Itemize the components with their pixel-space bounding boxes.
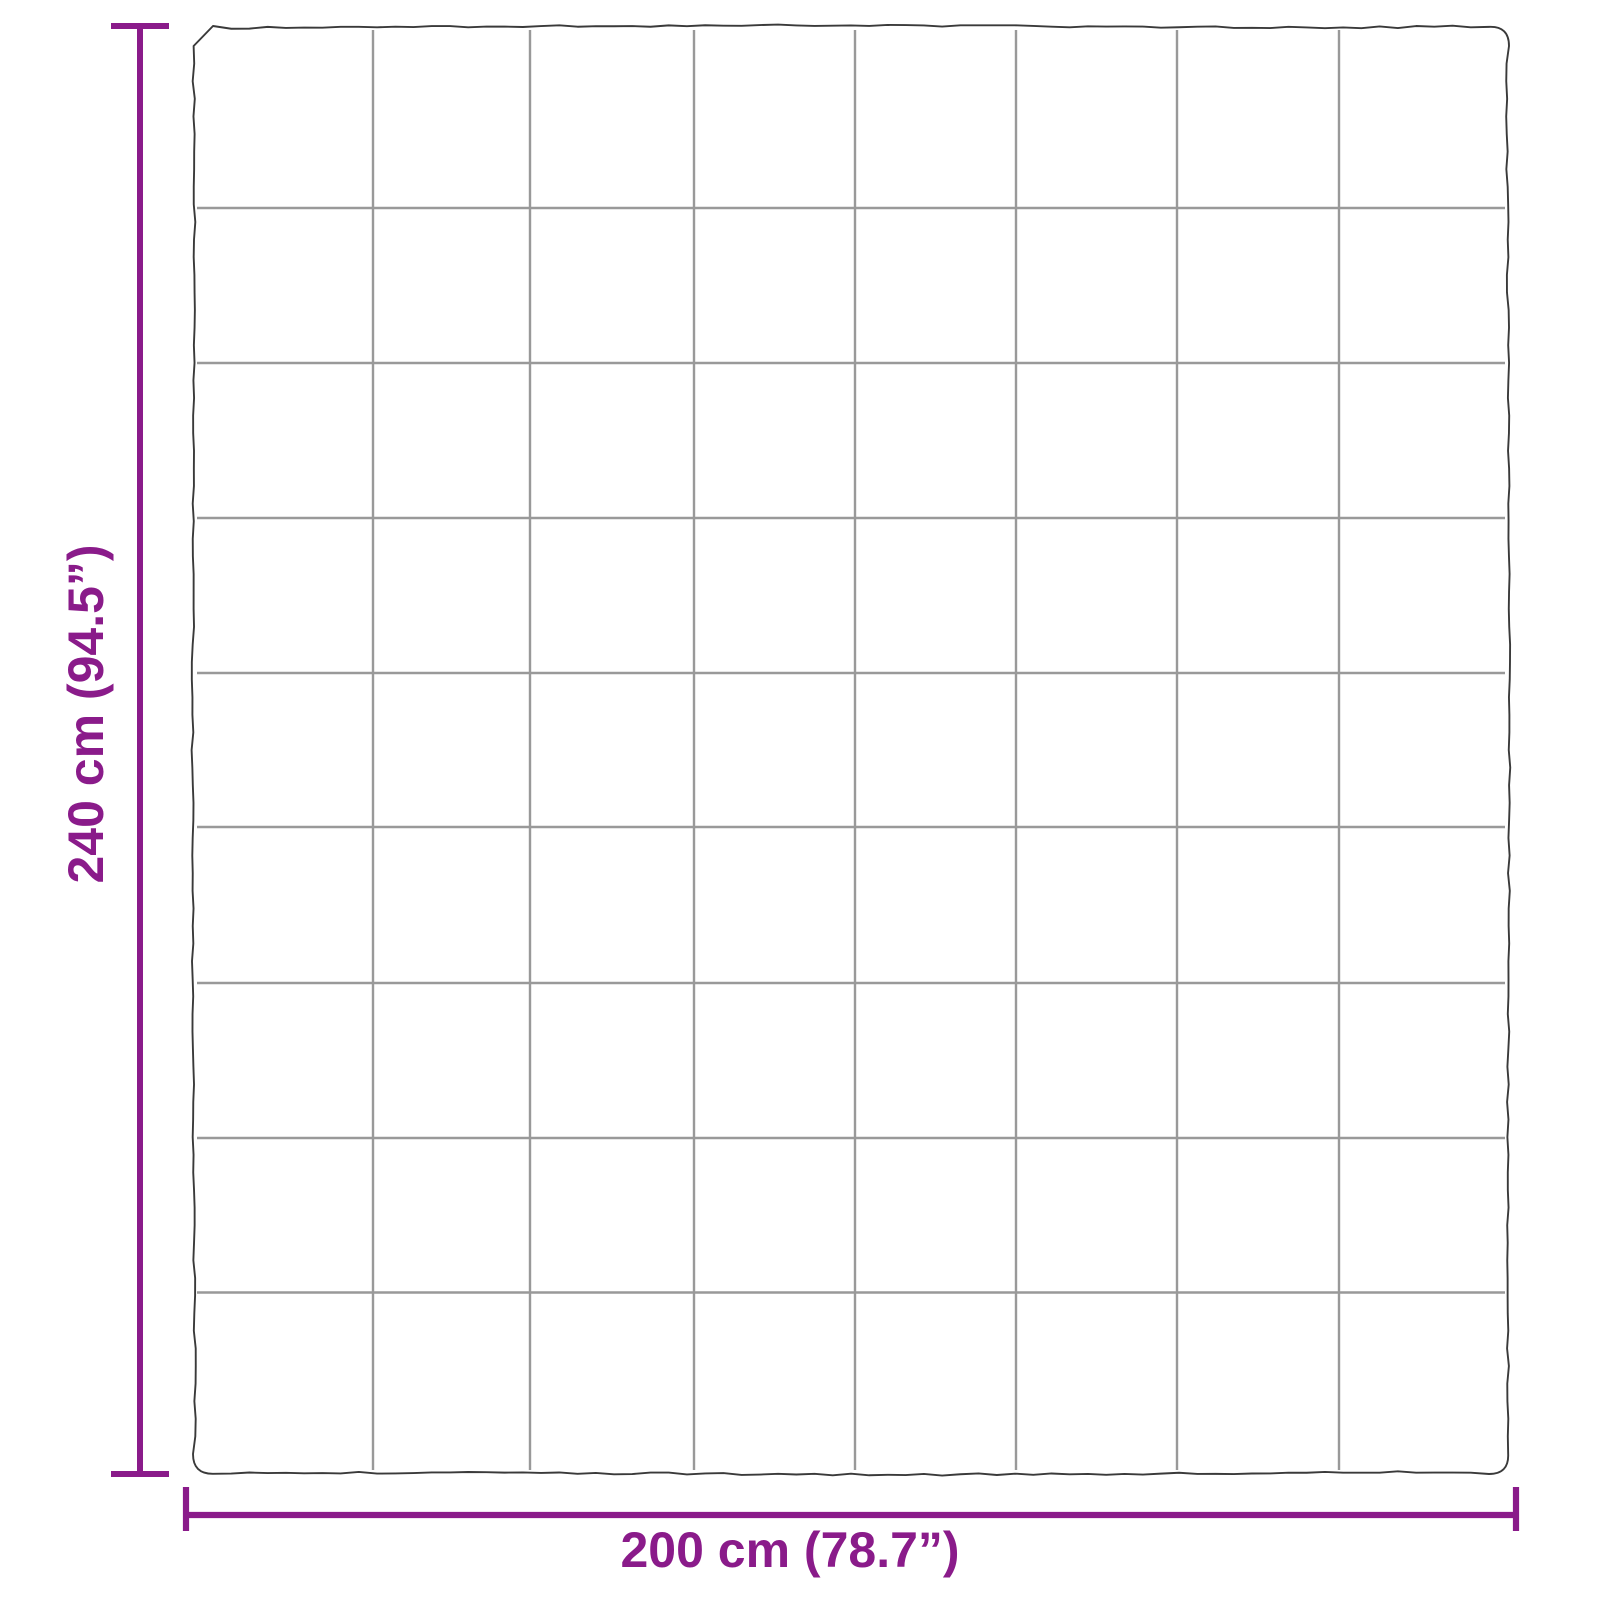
svg-text:240 cm (94.5”): 240 cm (94.5”) xyxy=(58,544,114,883)
svg-text:200 cm (78.7”): 200 cm (78.7”) xyxy=(620,1522,959,1578)
